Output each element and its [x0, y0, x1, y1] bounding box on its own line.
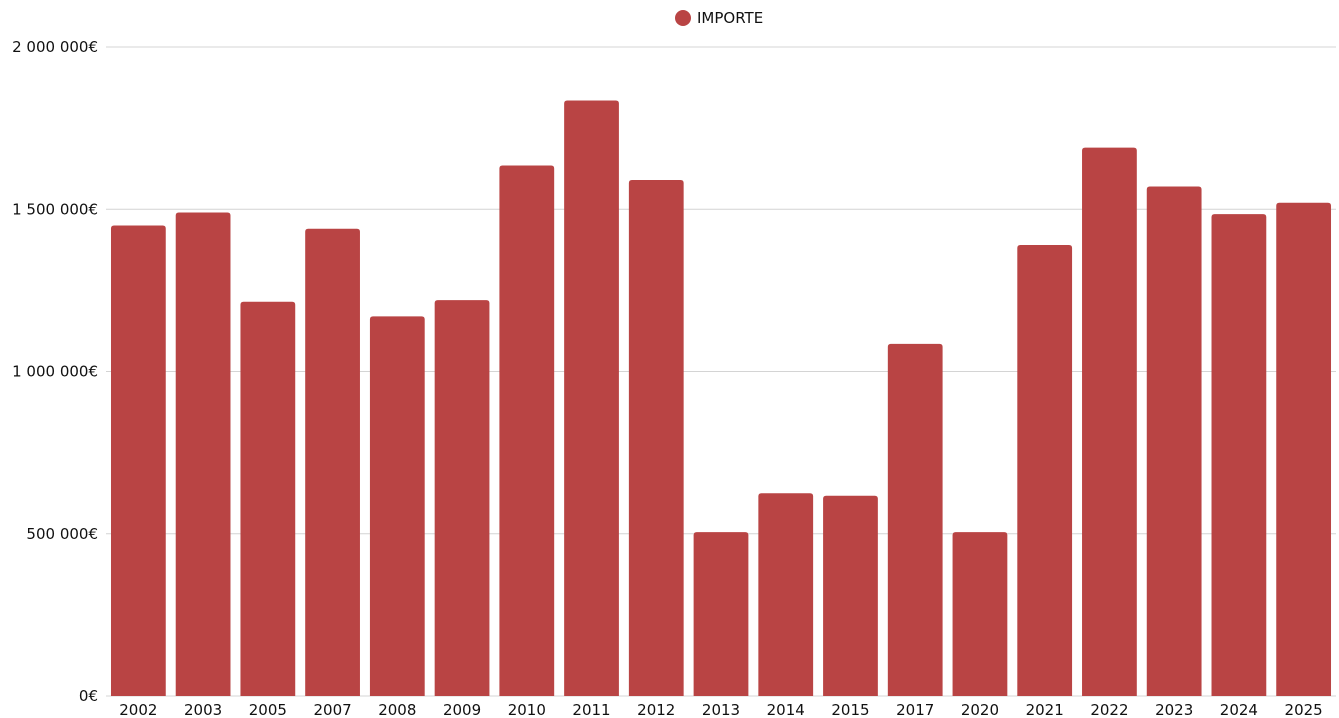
bar-2010 [499, 165, 555, 696]
y-tick-label: 1 500 000€ [12, 200, 98, 218]
x-tick-label: 2010 [508, 701, 546, 718]
legend: IMPORTE [675, 9, 763, 27]
x-tick-label: 2020 [961, 701, 999, 718]
x-tick-label: 2014 [767, 701, 805, 718]
bar-2007 [305, 228, 360, 696]
bar-2013 [693, 532, 749, 696]
y-tick-label: 500 000€ [26, 525, 98, 543]
bar-2022 [1082, 147, 1137, 697]
x-tick-label: 2013 [702, 701, 740, 718]
y-tick-label: 1 000 000€ [12, 363, 98, 381]
x-tick-label: 2017 [896, 701, 934, 718]
x-tick-label: 2022 [1090, 701, 1128, 718]
bar-2008 [369, 316, 425, 696]
x-tick-label: 2024 [1220, 701, 1258, 718]
y-tick-label: 2 000 000€ [12, 38, 98, 56]
legend-label: IMPORTE [697, 9, 763, 27]
x-tick-label: 2003 [184, 701, 222, 718]
bar-2002 [110, 225, 166, 696]
bar-2021 [1017, 244, 1073, 696]
bar-2020 [952, 532, 1008, 696]
x-tick-label: 2025 [1285, 701, 1323, 718]
x-tick-label: 2009 [443, 701, 481, 718]
x-tick-label: 2015 [831, 701, 869, 718]
bar-2025 [1276, 202, 1332, 696]
x-tick-label: 2012 [637, 701, 675, 718]
y-axis-ticks: 0€ 500 000€ 1 000 000€ 1 500 000€ 2 000 000€ [12, 38, 98, 705]
bar-2015 [823, 495, 878, 696]
bar-2014 [758, 493, 814, 696]
bar-2023 [1146, 186, 1202, 696]
bar-2017 [887, 343, 943, 696]
bar-2009 [434, 300, 490, 696]
bar-2005 [240, 301, 296, 696]
x-tick-label: 2008 [378, 701, 416, 718]
bar-2024 [1211, 214, 1267, 696]
x-tick-label: 2005 [249, 701, 287, 718]
x-axis-ticks: 2002 2003 2005 2007 2008 2009 2010 2011 2012 2013… [119, 701, 1322, 718]
legend-marker [675, 10, 691, 26]
x-tick-label: 2002 [119, 701, 157, 718]
x-tick-label: 2021 [1026, 701, 1064, 718]
bar-2012 [628, 180, 684, 697]
x-tick-label: 2011 [572, 701, 610, 718]
bars [110, 100, 1332, 697]
bar-2011 [564, 100, 619, 697]
bar-2003 [175, 212, 231, 696]
y-tick-label: 0€ [79, 687, 98, 705]
x-tick-label: 2007 [313, 701, 351, 718]
x-tick-label: 2023 [1155, 701, 1193, 718]
